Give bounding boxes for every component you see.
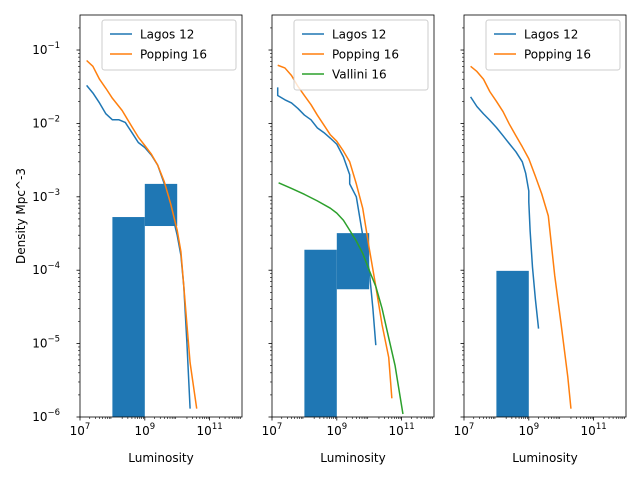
x-tick-label-base: 10 [389, 424, 404, 438]
x-tick-label: 107 [454, 422, 475, 438]
x-axis-label: Luminosity [320, 451, 385, 465]
plot-area [469, 65, 572, 417]
x-tick-label-exponent: 7 [85, 422, 90, 432]
legend: Lagos 12 Popping 16 [101, 19, 237, 71]
legend-label: Popping 16 [524, 48, 591, 62]
y-tick-label-exponent: −5 [47, 335, 60, 345]
histogram-bar-1 [112, 217, 145, 417]
legend: Lagos 12 Popping 16 [485, 19, 621, 71]
series-line-lagos-12 [276, 87, 377, 346]
x-tick-label: 1011 [389, 422, 415, 438]
x-tick-label-exponent: 9 [150, 422, 155, 432]
x-tick-label-base: 10 [326, 424, 341, 438]
y-tick-label-base: 10 [32, 116, 47, 130]
series-line-vallini-16 [278, 182, 404, 415]
legend-box [101, 19, 237, 71]
y-tick-label-exponent: −3 [47, 188, 60, 198]
y-tick-label: 10−4 [32, 261, 60, 277]
y-tick-label-base: 10 [32, 43, 47, 57]
legend-label: Lagos 12 [332, 28, 386, 42]
x-tick-label-base: 10 [518, 424, 533, 438]
legend-label: Vallini 16 [332, 68, 387, 82]
x-tick-label-base: 10 [454, 424, 469, 438]
y-tick-label: 10−2 [32, 114, 60, 130]
x-tick-label-base: 10 [581, 424, 596, 438]
legend-label: Popping 16 [140, 48, 207, 62]
y-tick-label-exponent: −6 [47, 408, 60, 418]
axes-frame [79, 14, 243, 418]
series-line-popping-16 [86, 59, 198, 409]
legend-label: Popping 16 [332, 48, 399, 62]
x-tick-label-exponent: 11 [596, 422, 607, 432]
y-tick-label: 10−6 [32, 408, 60, 424]
plot-area [276, 64, 404, 417]
legend: Lagos 12 Popping 16 Vallini 16 [293, 19, 429, 91]
axes-frame [271, 14, 435, 418]
axes-frame [463, 14, 627, 418]
y-axis-label: Density Mpc^-3 [14, 168, 28, 264]
x-axis-label: Luminosity [512, 451, 577, 465]
x-tick-label-base: 10 [197, 424, 212, 438]
y-tick-label: 10−1 [32, 41, 60, 57]
x-tick-label-exponent: 7 [277, 422, 282, 432]
y-tick-label-exponent: −2 [47, 114, 60, 124]
histogram-bar-1 [496, 270, 529, 417]
plot-area [86, 59, 198, 417]
x-tick-label: 107 [70, 422, 91, 438]
series-line-popping-16 [470, 65, 572, 409]
x-tick-label: 109 [134, 422, 155, 438]
x-tick-label-exponent: 7 [469, 422, 474, 432]
y-tick-label: 10−5 [32, 335, 60, 351]
histogram-bar-1 [304, 249, 337, 417]
x-tick-label: 109 [326, 422, 347, 438]
series-line-lagos-12 [469, 96, 540, 329]
legend-label: Lagos 12 [524, 28, 578, 42]
x-tick-label-exponent: 11 [404, 422, 415, 432]
y-tick-label-base: 10 [32, 410, 47, 424]
y-tick-label-base: 10 [32, 263, 47, 277]
histogram-bar-2 [144, 183, 178, 227]
x-tick-label: 1011 [197, 422, 223, 438]
x-tick-label-exponent: 9 [342, 422, 347, 432]
y-tick-label-base: 10 [32, 337, 47, 351]
y-tick-label-exponent: −1 [47, 41, 60, 51]
legend-box [293, 19, 429, 91]
x-tick-label: 107 [262, 422, 283, 438]
x-tick-label-base: 10 [70, 424, 85, 438]
panel-1: 107 109 101110−610−510−410−310−210−1Lumino… [32, 14, 243, 465]
x-tick-label-exponent: 9 [534, 422, 539, 432]
x-tick-label: 1011 [581, 422, 607, 438]
y-tick-label-base: 10 [32, 190, 47, 204]
legend-box [485, 19, 621, 71]
x-tick-label: 109 [518, 422, 539, 438]
y-tick-label-exponent: −4 [47, 261, 60, 271]
x-tick-label-exponent: 11 [212, 422, 223, 432]
x-axis-label: Luminosity [128, 451, 193, 465]
x-tick-label-base: 10 [134, 424, 149, 438]
legend-label: Lagos 12 [140, 28, 194, 42]
x-tick-label-base: 10 [262, 424, 277, 438]
y-tick-label: 10−3 [32, 188, 60, 204]
